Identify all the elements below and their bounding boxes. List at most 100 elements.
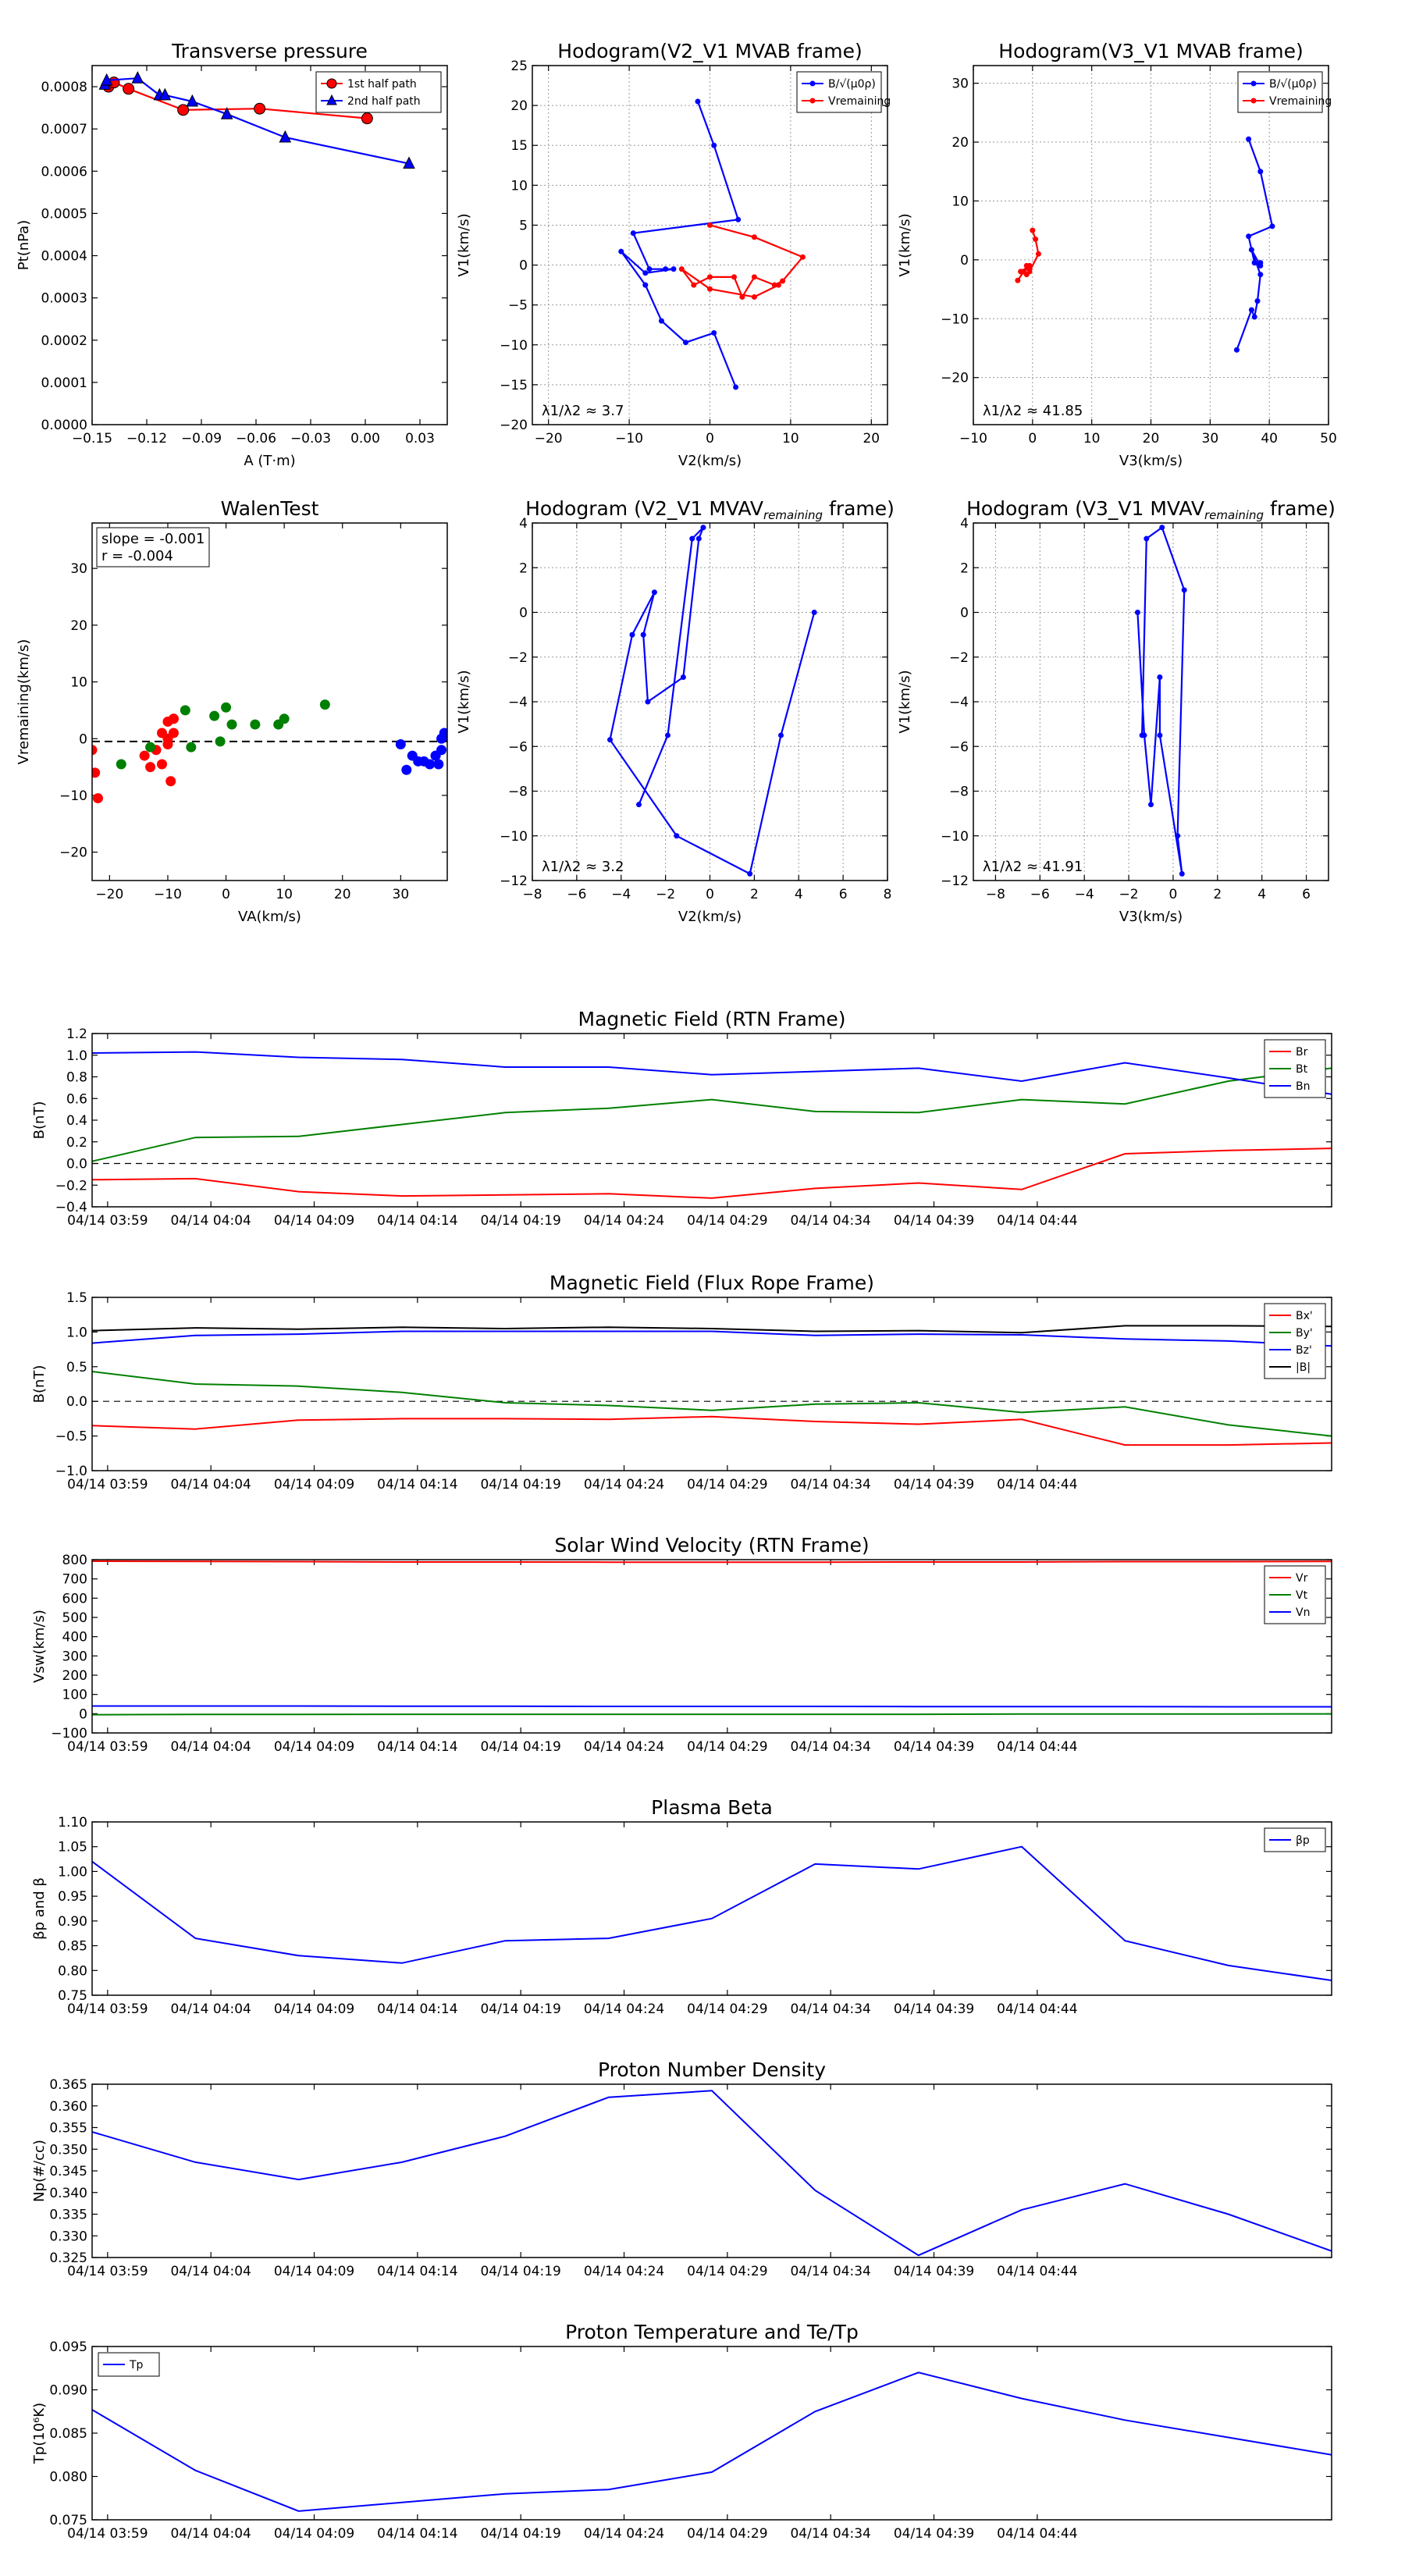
data-point bbox=[646, 266, 653, 272]
data-point bbox=[319, 699, 330, 710]
data-point bbox=[1157, 674, 1163, 681]
legend-label: Bz' bbox=[1296, 1344, 1312, 1357]
plot-area bbox=[98, 71, 415, 169]
x-tick-label: 04/14 04:09 bbox=[274, 1739, 354, 1755]
y-tick-label: −100 bbox=[51, 1726, 87, 1742]
panel-hodogram-v2-v1-mvab: Hodogram(V2_V1 MVAB frame) −20 −15 −10 −5 0 5 1… bbox=[456, 40, 891, 469]
eigenvalue-ratio-annotation: λ1/λ2 ≈ 41.85 bbox=[983, 403, 1083, 419]
data-point bbox=[751, 294, 757, 300]
y-tick-label: 0.0001 bbox=[41, 375, 87, 391]
data-point bbox=[739, 294, 745, 300]
y-tick-label: 0.0004 bbox=[41, 249, 87, 265]
x-tick-label: 04/14 04:39 bbox=[894, 1739, 974, 1755]
y-tick-label: −4 bbox=[508, 695, 528, 710]
panel-magnetic-field-flux-rope: Magnetic Field (Flux Rope Frame) −1.0 −0.5… bbox=[31, 1272, 1332, 1493]
chart-title: Transverse pressure bbox=[171, 40, 368, 62]
x-tick-label: 4 bbox=[795, 887, 803, 902]
legend-box bbox=[796, 71, 882, 113]
panel-plasma-beta: Plasma Beta 0.75 0.80 0.85 0.90 0.95 1.00 1.05 1… bbox=[31, 1796, 1332, 2017]
x-tick-label: 04/14 04:24 bbox=[584, 2526, 664, 2542]
data-point bbox=[116, 759, 126, 770]
y-tick-label: −0.2 bbox=[55, 1178, 87, 1194]
x-tick-label: 04/14 03:59 bbox=[67, 2001, 148, 2017]
data-point bbox=[92, 793, 103, 804]
data-point bbox=[1257, 169, 1264, 175]
x-tick-label: −2 bbox=[1119, 887, 1139, 902]
y-tick-label: 0.0003 bbox=[41, 291, 87, 307]
plot-frame bbox=[91, 1821, 1332, 1996]
panel-hodogram-v3-v1-mvav: Hodogram (V3_V1 MVAVremaining frame) −12 −… bbox=[897, 497, 1336, 925]
y-tick-label: 0 bbox=[519, 258, 528, 274]
x-tick-label: 50 bbox=[1320, 431, 1337, 447]
plot-frame bbox=[91, 522, 448, 881]
plot-area bbox=[92, 1560, 1332, 1716]
y-tick-label: 0.0 bbox=[66, 1157, 87, 1172]
data-point bbox=[403, 156, 415, 169]
data-point bbox=[695, 535, 702, 542]
chart-title: Proton Temperature and Te/Tp bbox=[565, 2321, 859, 2343]
legend-box bbox=[315, 71, 442, 113]
y-tick-label: 4 bbox=[960, 516, 969, 532]
x-tick-label: 04/14 03:59 bbox=[67, 1739, 148, 1755]
panel-solar-wind-velocity: Solar Wind Velocity (RTN Frame) −100 0 100 2… bbox=[31, 1534, 1332, 1755]
y-tick-label: −6 bbox=[508, 739, 528, 755]
data-point bbox=[747, 870, 753, 877]
y-tick-label: 100 bbox=[62, 1688, 87, 1703]
x-tick-label: −20 bbox=[535, 431, 563, 447]
series-line bbox=[1136, 525, 1186, 874]
x-tick-label: 04/14 04:44 bbox=[997, 2264, 1077, 2279]
y-tick-label: 5 bbox=[519, 218, 528, 233]
x-tick-label: 04/14 03:59 bbox=[67, 1213, 148, 1229]
plot-frame bbox=[91, 1033, 1332, 1208]
series-line bbox=[620, 101, 740, 388]
legend-label: Bt bbox=[1296, 1063, 1308, 1076]
legend-label: 2nd half path bbox=[347, 95, 421, 108]
x-tick-label: −0.03 bbox=[290, 431, 331, 447]
x-tick-label: −4 bbox=[611, 887, 631, 902]
legend-marker bbox=[326, 78, 337, 89]
data-point bbox=[651, 589, 657, 596]
data-point bbox=[145, 762, 156, 773]
y-tick-label: 0.0006 bbox=[41, 164, 87, 180]
y-tick-label: 0.0008 bbox=[41, 80, 87, 95]
series-line bbox=[92, 1371, 1332, 1437]
x-tick-label: 04/14 04:14 bbox=[377, 2264, 457, 2279]
x-axis-label: V2(km/s) bbox=[678, 909, 742, 925]
data-point bbox=[799, 254, 806, 260]
data-point bbox=[1248, 307, 1254, 313]
y-tick-label: −8 bbox=[508, 785, 528, 800]
data-point bbox=[1233, 347, 1240, 353]
y-tick-label: −10 bbox=[941, 311, 969, 327]
panel-hodogram-v2-v1-mvav: Hodogram (V2_V1 MVAVremaining frame)−12−… bbox=[456, 497, 895, 925]
plot-area bbox=[92, 2371, 1332, 2512]
legend-label: B/√(μ0ρ) bbox=[1269, 78, 1317, 91]
y-tick-label: −2 bbox=[949, 650, 969, 666]
x-tick-label: 04/14 04:19 bbox=[480, 1477, 560, 1493]
chart-title: Magnetic Field (Flux Rope Frame) bbox=[550, 1272, 874, 1294]
series-line bbox=[92, 1713, 1332, 1716]
data-point bbox=[700, 525, 706, 531]
x-tick-label: −6 bbox=[567, 887, 586, 902]
y-tick-label: 0.085 bbox=[49, 2426, 87, 2442]
y-tick-label: 0 bbox=[960, 253, 969, 269]
y-tick-label: 0.365 bbox=[49, 2077, 87, 2093]
y-tick-label: 0.345 bbox=[49, 2164, 87, 2179]
y-tick-label: −2 bbox=[508, 650, 528, 666]
x-axis-label: V3(km/s) bbox=[1119, 453, 1183, 469]
plot-frame bbox=[973, 65, 1329, 425]
legend-label: |B| bbox=[1296, 1361, 1311, 1374]
data-point bbox=[607, 737, 614, 743]
y-tick-label: 0.0002 bbox=[41, 333, 87, 349]
y-tick-label: 0.0000 bbox=[41, 418, 87, 433]
legend-marker bbox=[809, 80, 816, 87]
data-point bbox=[165, 776, 176, 787]
data-point bbox=[1023, 262, 1030, 269]
plot-area bbox=[607, 525, 817, 877]
plot-frame bbox=[973, 522, 1329, 881]
title-end: frame) bbox=[823, 497, 895, 520]
y-tick-label: −10 bbox=[59, 788, 87, 804]
title-end: frame) bbox=[1264, 497, 1336, 520]
y-axis-label: V1(km/s) bbox=[897, 670, 913, 733]
data-point bbox=[711, 329, 717, 336]
y-tick-label: 700 bbox=[62, 1572, 87, 1588]
